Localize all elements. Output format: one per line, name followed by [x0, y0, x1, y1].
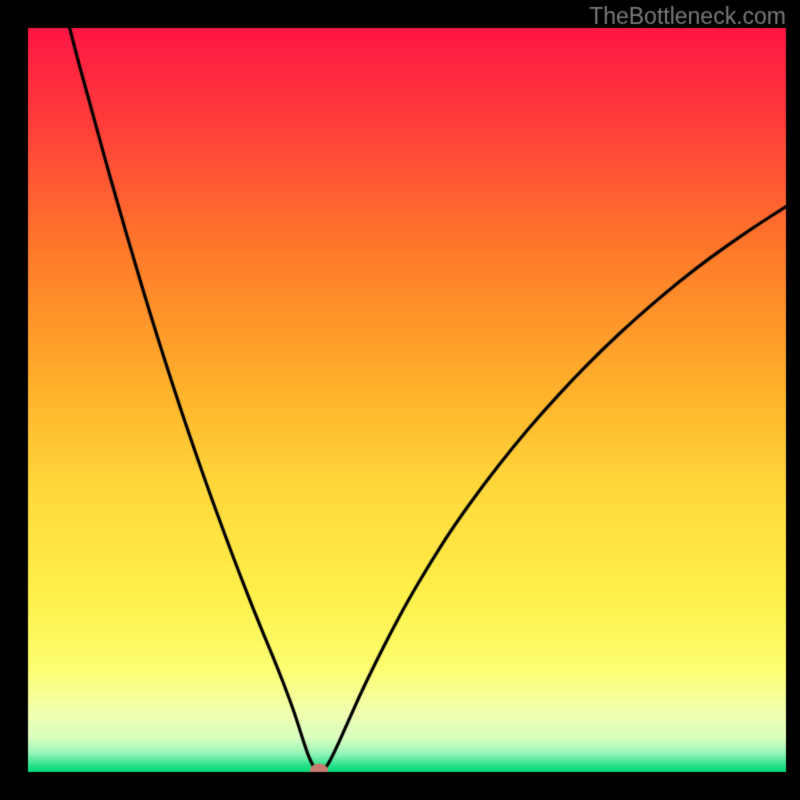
bottleneck-chart — [0, 0, 800, 800]
